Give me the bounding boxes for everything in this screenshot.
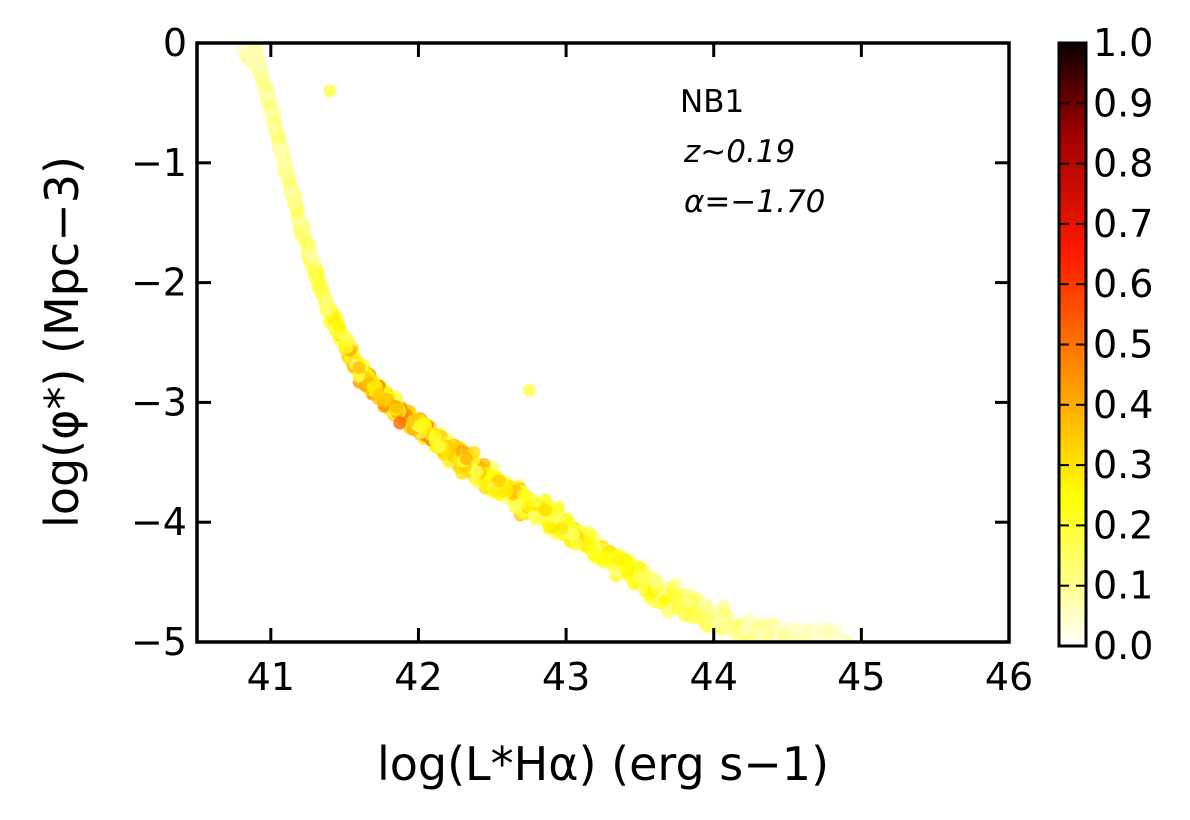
x-axis-ticks: 41 42 43 44 45 46: [247, 43, 1033, 699]
data-point: [717, 617, 731, 631]
colorbar-tick-label: 0.1: [1093, 564, 1153, 608]
data-point-outlier: [323, 84, 337, 98]
y-tick-label: −1: [131, 141, 187, 185]
y-tick-label: −2: [131, 261, 187, 305]
colorbar-tick-label: 0.9: [1093, 81, 1153, 125]
data-point-outlier: [522, 383, 536, 397]
data-point: [809, 630, 823, 642]
data-point: [243, 47, 257, 61]
data-point: [787, 643, 800, 656]
data-point: [828, 634, 842, 642]
data-point: [636, 568, 650, 582]
data-point: [739, 623, 753, 636]
data-point: [658, 594, 671, 608]
annotation-redshift: z~0.19: [683, 134, 795, 170]
data-point: [262, 97, 276, 111]
data-point: [372, 387, 386, 401]
data-point: [818, 645, 831, 658]
data-point: [319, 291, 333, 305]
data-point: [521, 499, 535, 513]
data-point: [825, 646, 838, 659]
data-point: [835, 642, 848, 655]
colorbar-tick-label: 0.2: [1093, 503, 1153, 547]
colorbar-tick-label: 0.3: [1093, 443, 1153, 487]
colorbar-tick-label: 0.8: [1093, 142, 1153, 186]
x-tick-label: 44: [690, 655, 738, 699]
data-point: [295, 225, 309, 239]
data-point: [841, 638, 854, 642]
colorbar-tick-label: 0.4: [1093, 383, 1153, 427]
data-point: [648, 575, 662, 589]
data-point: [306, 261, 319, 275]
x-tick-label: 41: [247, 655, 295, 699]
data-point: [583, 537, 597, 551]
data-point: [753, 627, 766, 641]
data-point: [493, 474, 507, 488]
colorbar-tick-label: 0.6: [1093, 262, 1153, 306]
data-point: [500, 484, 514, 498]
data-point: [287, 196, 301, 210]
data-point: [273, 143, 287, 157]
data-point: [691, 608, 705, 622]
colorbar-tick-label: 0.0: [1093, 624, 1153, 668]
x-tick-label: 43: [542, 655, 590, 699]
data-point: [283, 185, 297, 199]
data-point: [555, 521, 569, 535]
data-point: [729, 620, 742, 634]
data-point: [823, 645, 836, 658]
data-point: [595, 552, 609, 566]
y-axis-ticks: 0 −1 −2 −3 −4 −5: [131, 21, 1009, 664]
colorbar-ticks: 0.0 0.1 0.2 0.3 0.4 0.5 0.6 0.7 0.8 0.9 1.0: [1059, 21, 1153, 668]
colorbar-tick-label: 1.0: [1093, 21, 1153, 65]
annotation-alpha: α=−1.70: [684, 184, 825, 220]
data-point: [428, 429, 442, 443]
data-point: [822, 648, 835, 661]
data-point: [319, 304, 333, 318]
data-point: [538, 503, 552, 517]
data-point: [667, 589, 681, 603]
y-tick-label: −4: [131, 500, 187, 544]
data-point: [470, 465, 484, 479]
data-point: [302, 239, 316, 253]
data-point: [838, 643, 851, 656]
data-point: [582, 526, 596, 540]
data-point: [773, 647, 786, 660]
data-point: [393, 416, 407, 430]
data-point: [459, 452, 473, 466]
data-point: [612, 552, 626, 566]
data-point: [824, 642, 837, 655]
data-point: [433, 440, 447, 454]
data-point: [566, 528, 580, 542]
data-points: [234, 43, 856, 666]
data-point: [417, 417, 431, 431]
x-tick-label: 45: [837, 655, 885, 699]
data-point: [256, 72, 270, 86]
x-tick-label: 46: [985, 655, 1033, 699]
data-point: [570, 538, 584, 551]
colorbar-tick-label: 0.5: [1093, 323, 1153, 367]
x-tick-label: 42: [394, 655, 442, 699]
x-axis-title: log(L*Hα) (erg s−1): [377, 737, 829, 791]
data-point: [272, 131, 286, 145]
annotation-filter: NB1: [680, 84, 744, 120]
plot-frame: [195, 41, 1011, 644]
y-axis-title: log(φ*) (Mpc−3): [35, 156, 89, 528]
data-point: [794, 653, 807, 666]
data-point: [702, 610, 716, 624]
data-point: [312, 282, 326, 296]
data-point: [352, 361, 366, 375]
data-point: [390, 400, 404, 414]
y-tick-label: 0: [163, 21, 187, 65]
data-point: [682, 595, 696, 609]
data-point: [777, 627, 791, 641]
data-point: [517, 488, 531, 502]
y-tick-label: −5: [131, 620, 187, 664]
data-point: [333, 319, 346, 333]
data-point: [766, 644, 779, 657]
y-tick-label: −3: [131, 380, 187, 424]
colorbar-tick-label: 0.7: [1093, 202, 1153, 246]
data-point: [340, 340, 354, 354]
